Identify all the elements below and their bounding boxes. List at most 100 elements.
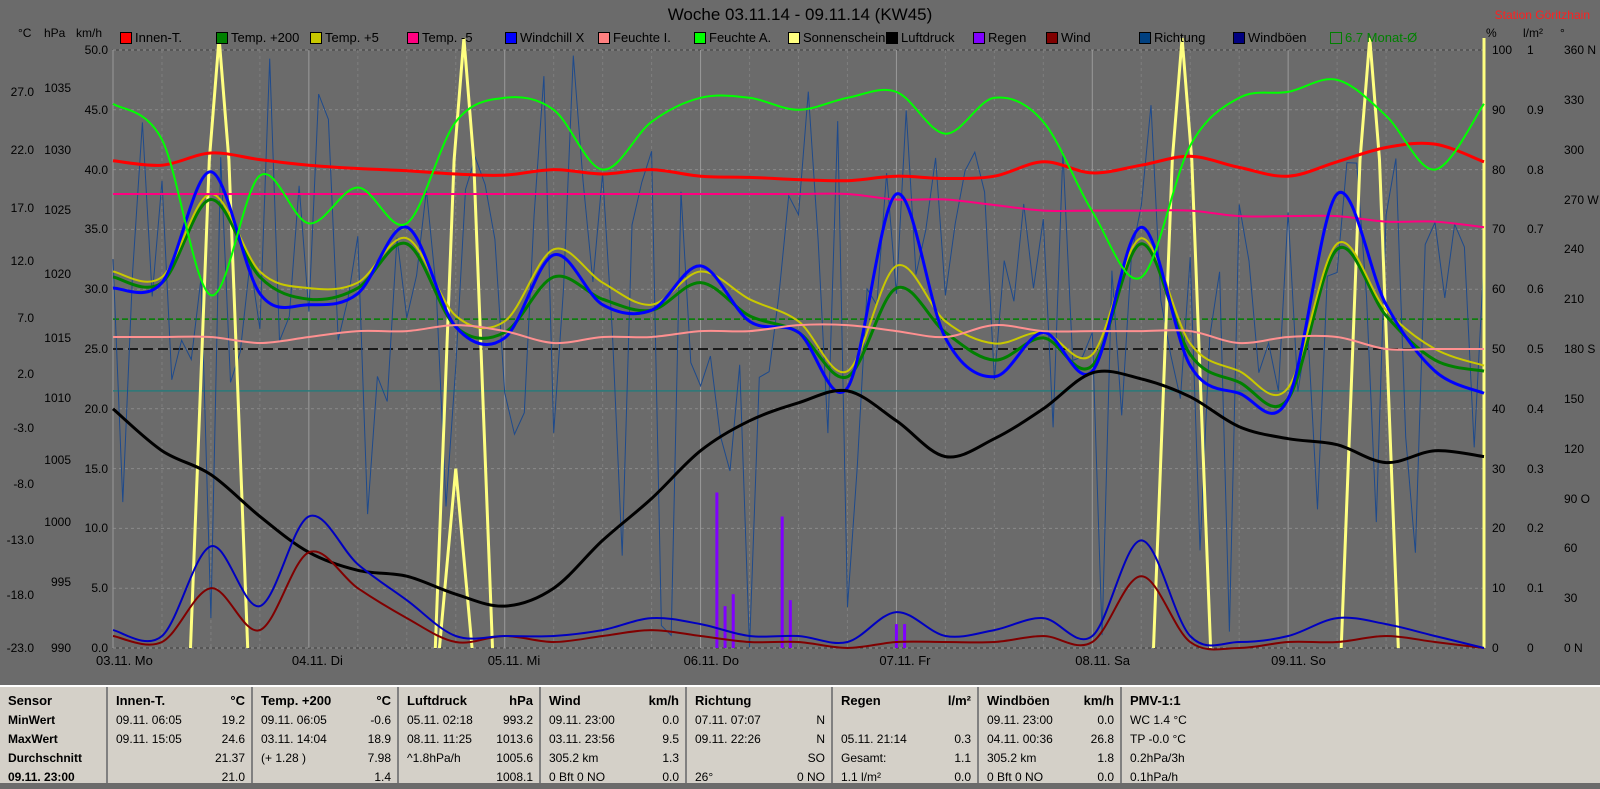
legend-swatch <box>694 31 706 44</box>
sunshine-peak <box>437 468 474 649</box>
legend-item: Temp. +200 <box>216 30 299 45</box>
table-row: 07.11. 07:07 N <box>695 713 825 727</box>
axis-direction-label: 60 <box>1564 541 1578 556</box>
axis-humidity-label: 70 <box>1492 222 1506 237</box>
table-row: 09.11. 23:00 0.0 <box>987 713 1114 727</box>
axis-pressure-label: 1000 <box>44 515 71 529</box>
legend-label: Temp. +5 <box>325 30 379 45</box>
unit-pressure: hPa <box>44 26 66 40</box>
series-luftdruck <box>112 369 1485 608</box>
series-temp-5 <box>112 192 1485 397</box>
legend-swatch <box>598 31 610 44</box>
table-row <box>841 713 971 732</box>
axis-direction-label: 270 W <box>1564 192 1599 207</box>
statistics-table: Sensor MinWert MaxWert Durchschnitt 09.11. 2… <box>0 685 1600 784</box>
series-feuchte-a- <box>112 78 1485 297</box>
axis-direction-label: 300 <box>1564 142 1585 157</box>
axis-rain-label: 0.9 <box>1527 102 1544 117</box>
table-header: Richtung <box>695 693 752 708</box>
legend-item: Luftdruck <box>886 30 954 45</box>
table-row: TP -0.0 °C <box>1130 732 1186 746</box>
table-row: 0.1hPa/h <box>1130 770 1179 784</box>
axis-temp-label: -13.0 <box>6 533 34 547</box>
legend-swatch <box>1046 31 1058 44</box>
axis-humidity-label: 80 <box>1492 162 1506 177</box>
table-row: 09.11. 06:05 19.2 <box>116 713 245 727</box>
station-name: Station Göritzhain <box>1494 8 1590 22</box>
table-row: 04.11. 00:36 26.8 <box>987 732 1114 746</box>
day-label: 04.11. Di <box>291 653 343 668</box>
table-row: 0 Bft 0 NO 0.0 <box>987 770 1114 784</box>
axis-direction-label: 90 O <box>1564 491 1591 506</box>
axis-wind-label: 25.0 <box>84 342 108 356</box>
table-column-luftdruck: Luftdruck hPa 05.11. 02:18 993.2 08.11. 11:2… <box>399 687 541 784</box>
legend-swatch <box>310 31 322 44</box>
series-wind <box>112 550 1485 651</box>
axis-wind-label: 45.0 <box>84 102 108 117</box>
legend-swatch <box>216 31 228 44</box>
table-row: SO <box>807 751 825 765</box>
legend-label: Luftdruck <box>901 30 955 45</box>
series-feuchte-i- <box>112 323 1484 351</box>
legend-item: Sonnenschein <box>788 30 885 45</box>
legend-label: Temp. -5 <box>422 30 473 45</box>
table-row: 21.37 <box>214 751 245 765</box>
table-row: 09.11. 23:00 <box>8 770 75 784</box>
axis-rain-label: 0.1 <box>1527 581 1544 596</box>
table-row: (+ 1.28 ) 7.98 <box>261 751 391 765</box>
axis-wind-label: 20.0 <box>84 401 108 416</box>
axis-pressure-label: 1015 <box>44 331 71 345</box>
axis-rain-label: 0.2 <box>1527 521 1544 536</box>
table-column-innen-t-: Innen-T. °C 09.11. 06:05 19.2 09.11. 15:05 24… <box>108 687 253 784</box>
table-column-wind: Wind km/h 09.11. 23:00 0.0 03.11. 23:56 9.5 30… <box>541 687 687 784</box>
unit-humidity: % <box>1486 26 1497 40</box>
sunshine-peak <box>1339 37 1400 649</box>
table-row: WC 1.4 °C <box>1130 713 1187 727</box>
legend-label: Feuchte A. <box>709 30 772 45</box>
axis-rain-label: 0.7 <box>1527 222 1544 237</box>
legend-item: Feuchte A. <box>694 30 771 45</box>
chart-area: Woche 03.11.14 - 09.11.14 (KW45) Station… <box>6 5 1599 668</box>
table-row: 1.4 <box>374 770 391 784</box>
axis-temp-label: 27.0 <box>10 85 34 99</box>
axis-humidity-label: 20 <box>1492 521 1506 536</box>
axis-direction-label: 240 <box>1564 242 1585 257</box>
axis-direction-label: 150 <box>1564 391 1585 406</box>
axis-wind-label: 30.0 <box>84 282 108 297</box>
table-row: 0 Bft 0 NO 0.0 <box>549 770 679 784</box>
axis-pressure-label: 1010 <box>44 391 71 405</box>
legend-label: Windchill X <box>520 30 585 45</box>
legend-swatch <box>788 31 800 44</box>
unit-wind: km/h <box>76 26 103 40</box>
legend-swatch <box>1330 31 1342 44</box>
table-column-sensor: Sensor MinWert MaxWert Durchschnitt 09.11. 2… <box>0 687 108 784</box>
legend-item: Temp. +5 <box>310 30 379 45</box>
axis-pressure-label: 1030 <box>44 143 71 157</box>
legend-swatch <box>886 31 898 44</box>
axis-humidity-label: 0 <box>1492 641 1499 655</box>
table-header: PMV-1:1 <box>1130 693 1181 708</box>
axis-temp-label: 17.0 <box>10 201 34 215</box>
table-row: Gesamt: 1.1 <box>841 751 971 765</box>
legend-swatch <box>407 31 419 44</box>
axis-pressure-label: 1035 <box>44 81 71 95</box>
legend-swatch <box>505 31 517 44</box>
axis-humidity-label: 10 <box>1492 581 1506 596</box>
axis-wind-label: 0.0 <box>91 641 108 655</box>
axis-rain-label: 0.3 <box>1527 461 1544 476</box>
axis-temp-label: 12.0 <box>10 254 34 268</box>
axis-wind-label: 10.0 <box>84 521 108 536</box>
legend-label: Windböen <box>1248 30 1307 45</box>
legend-item: Wind <box>1046 30 1091 45</box>
legend-swatch <box>1139 31 1151 44</box>
unit-rain: l/m² <box>1523 26 1543 40</box>
table-row: 0.2hPa/3h <box>1130 751 1185 765</box>
legend-label: Feuchte I. <box>613 30 671 45</box>
legend-item: Richtung <box>1139 30 1205 45</box>
table-row: 09.11. 06:05 -0.6 <box>261 713 391 727</box>
legend-swatch <box>973 31 985 44</box>
legend-item: Windchill X <box>505 30 584 45</box>
unit-direction: ° <box>1560 26 1565 40</box>
legend-item: Feuchte I. <box>598 30 671 45</box>
table-header: Sensor <box>8 693 53 708</box>
